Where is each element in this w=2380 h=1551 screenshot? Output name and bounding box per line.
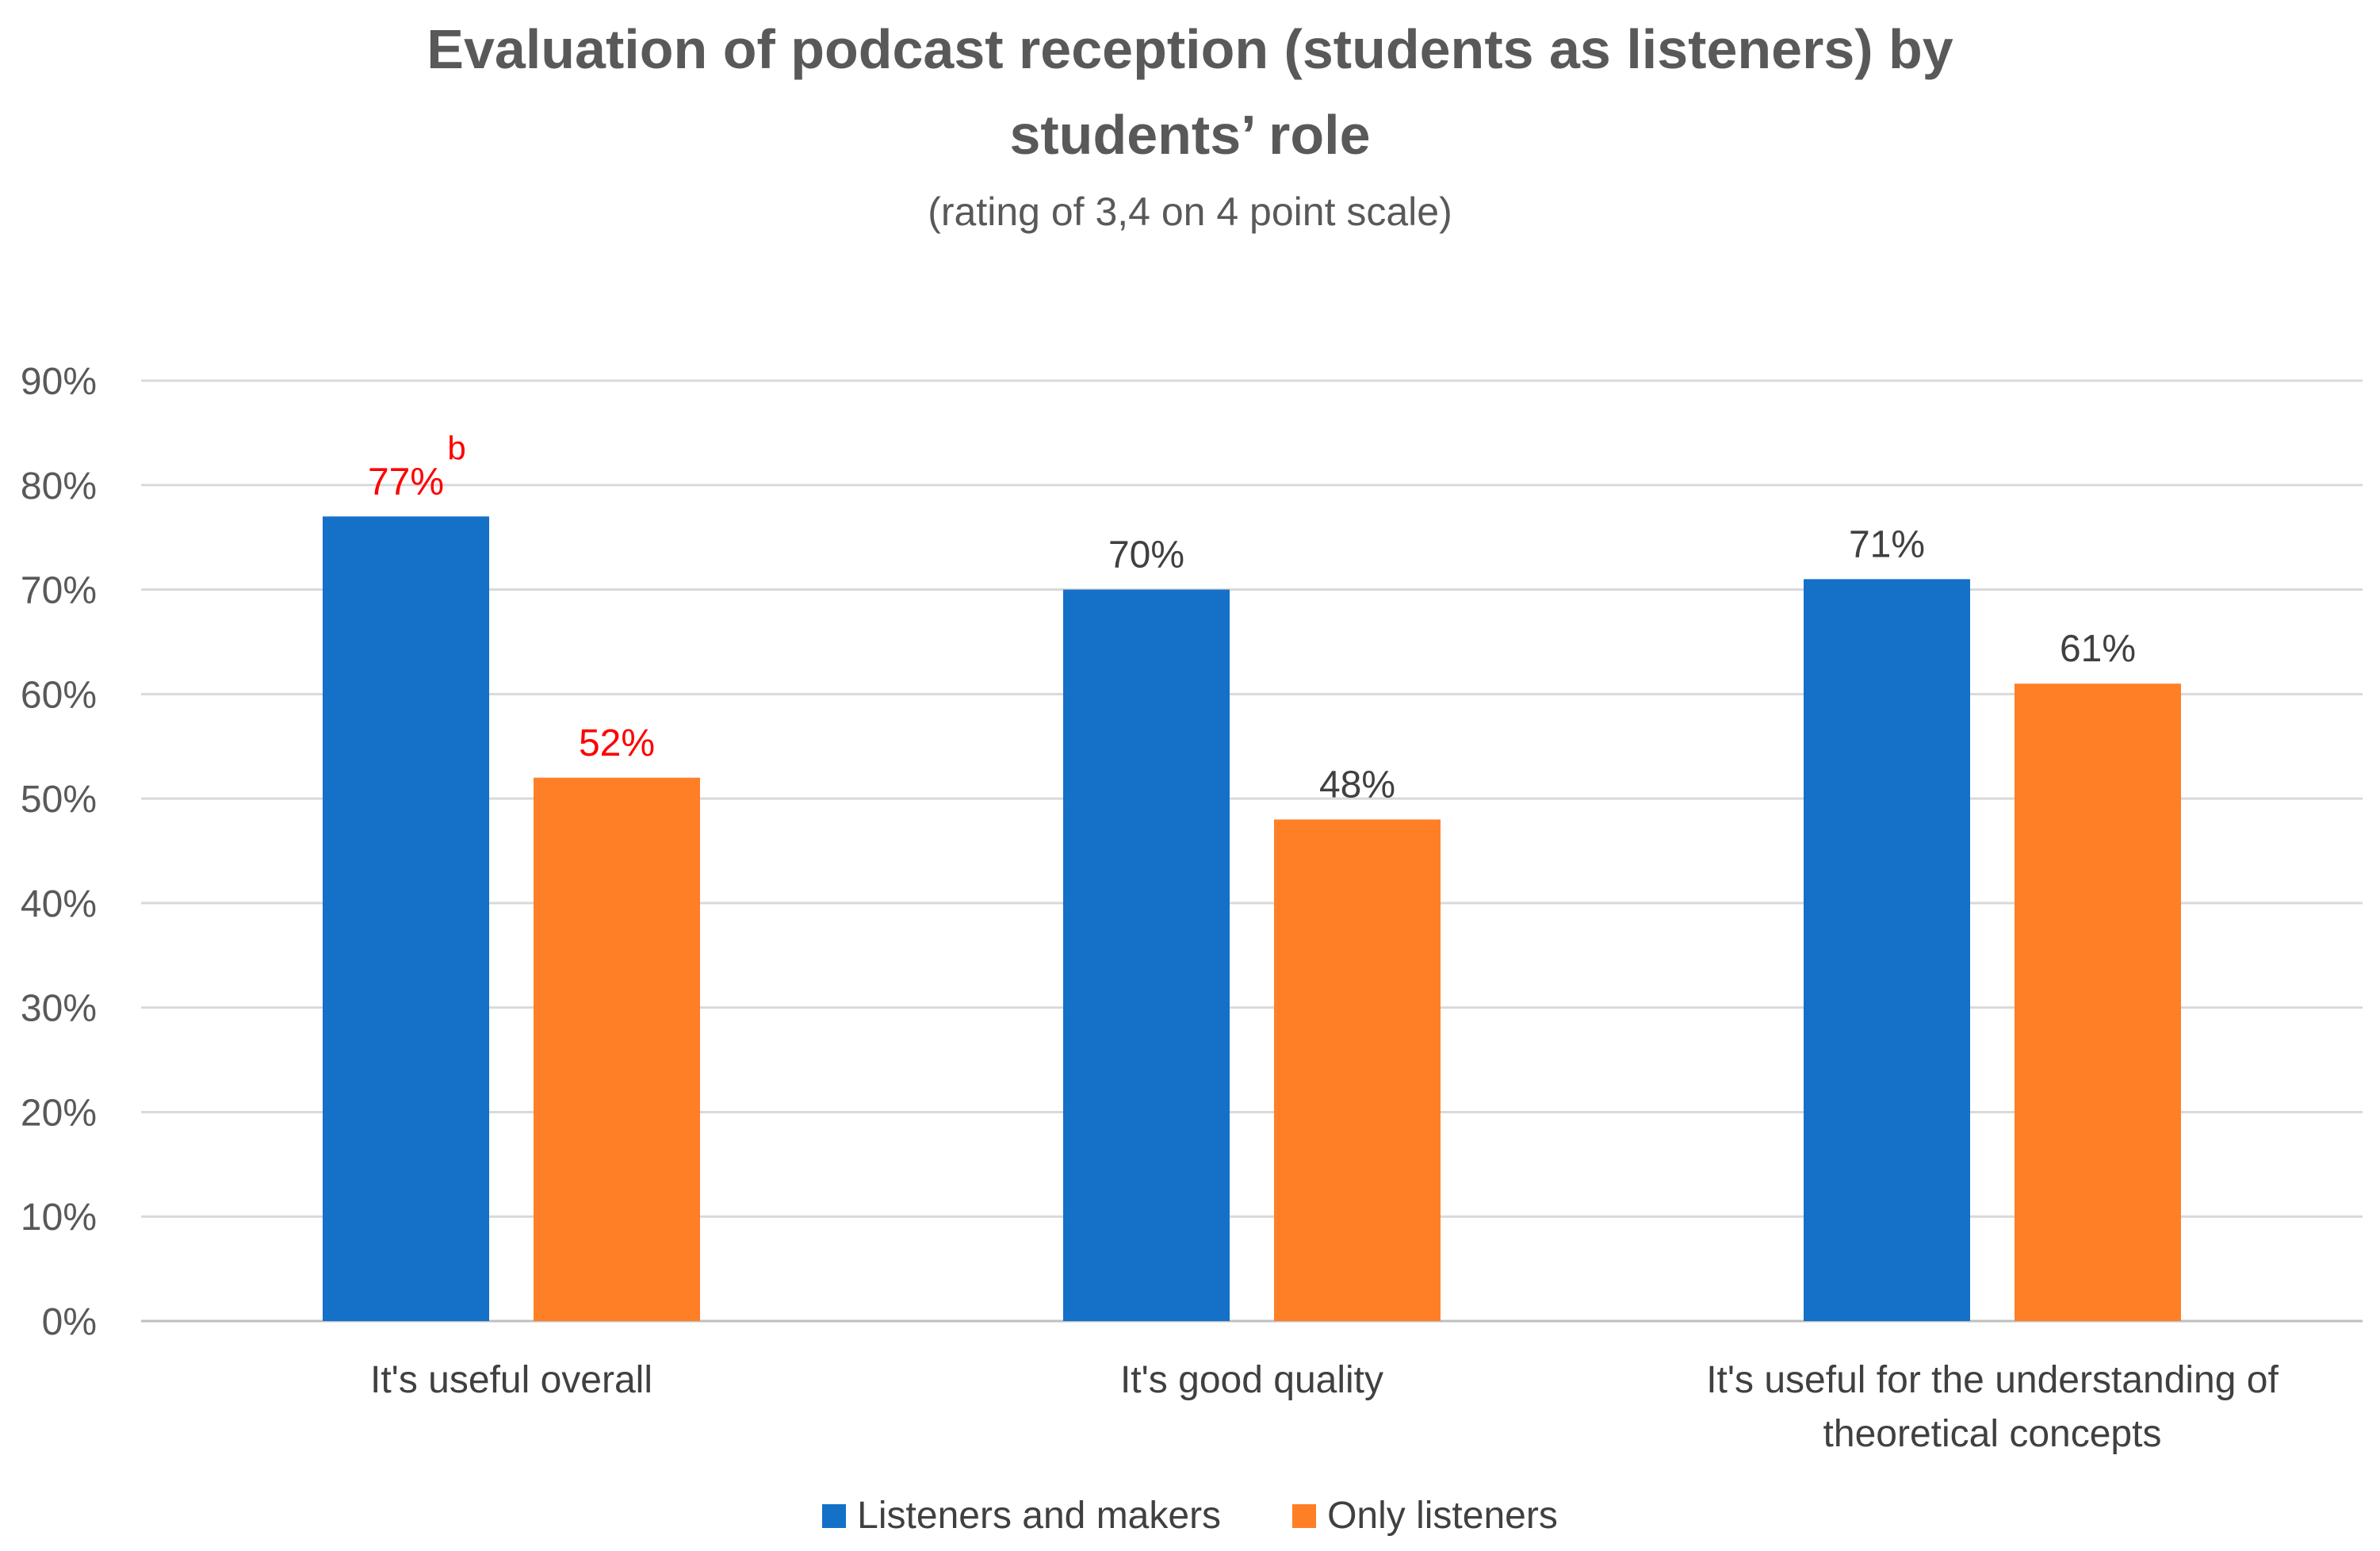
data-label: 61% xyxy=(2060,628,2136,670)
bar-only-listeners-1 xyxy=(1274,819,1441,1321)
chart-subtitle: (rating of 3,4 on 4 point scale) xyxy=(928,190,1452,234)
legend-label-listeners-and-makers: Listeners and makers xyxy=(857,1495,1222,1537)
x-tick-label: theoretical concepts xyxy=(1823,1413,2162,1455)
legend-item-listeners-and-makers: Listeners and makers xyxy=(822,1494,1221,1538)
y-tick-label: 60% xyxy=(21,674,97,716)
chart-title-line1: Evaluation of podcast reception (student… xyxy=(427,18,1953,80)
y-tick-label: 10% xyxy=(21,1197,97,1239)
y-tick-label: 20% xyxy=(21,1092,97,1134)
data-label: 71% xyxy=(1849,523,1925,565)
y-tick-label: 70% xyxy=(21,570,97,612)
y-tick-label: 90% xyxy=(21,361,97,403)
data-label-superscript: b xyxy=(447,429,465,466)
data-label: 52% xyxy=(579,722,655,764)
bar-listeners-and-makers-0 xyxy=(323,516,489,1321)
legend-label-only-listeners: Only listeners xyxy=(1327,1495,1558,1537)
y-tick-label: 30% xyxy=(21,988,97,1030)
x-tick-label: It's good quality xyxy=(1120,1359,1383,1401)
chart-legend: Listeners and makers Only listeners xyxy=(0,1494,2380,1538)
bar-listeners-and-makers-2 xyxy=(1804,579,1970,1321)
x-tick-label: It's useful for the understanding of xyxy=(1706,1359,2279,1401)
chart-title-line2: students’ role xyxy=(1009,104,1371,166)
data-label: 48% xyxy=(1319,764,1395,806)
legend-swatch-listeners-and-makers xyxy=(822,1503,847,1528)
bar-only-listeners-0 xyxy=(534,777,700,1321)
x-tick-label: It's useful overall xyxy=(370,1359,652,1401)
y-tick-label: 80% xyxy=(21,465,97,507)
bar-only-listeners-2 xyxy=(2015,684,2181,1321)
data-label: 77% xyxy=(368,461,444,503)
legend-item-only-listeners: Only listeners xyxy=(1292,1494,1558,1538)
bar-listeners-and-makers-1 xyxy=(1063,589,1230,1321)
y-tick-label: 50% xyxy=(21,779,97,821)
y-tick-label: 40% xyxy=(21,883,97,925)
legend-swatch-only-listeners xyxy=(1292,1503,1317,1528)
y-tick-label: 0% xyxy=(42,1301,97,1343)
data-label: 70% xyxy=(1108,534,1184,576)
